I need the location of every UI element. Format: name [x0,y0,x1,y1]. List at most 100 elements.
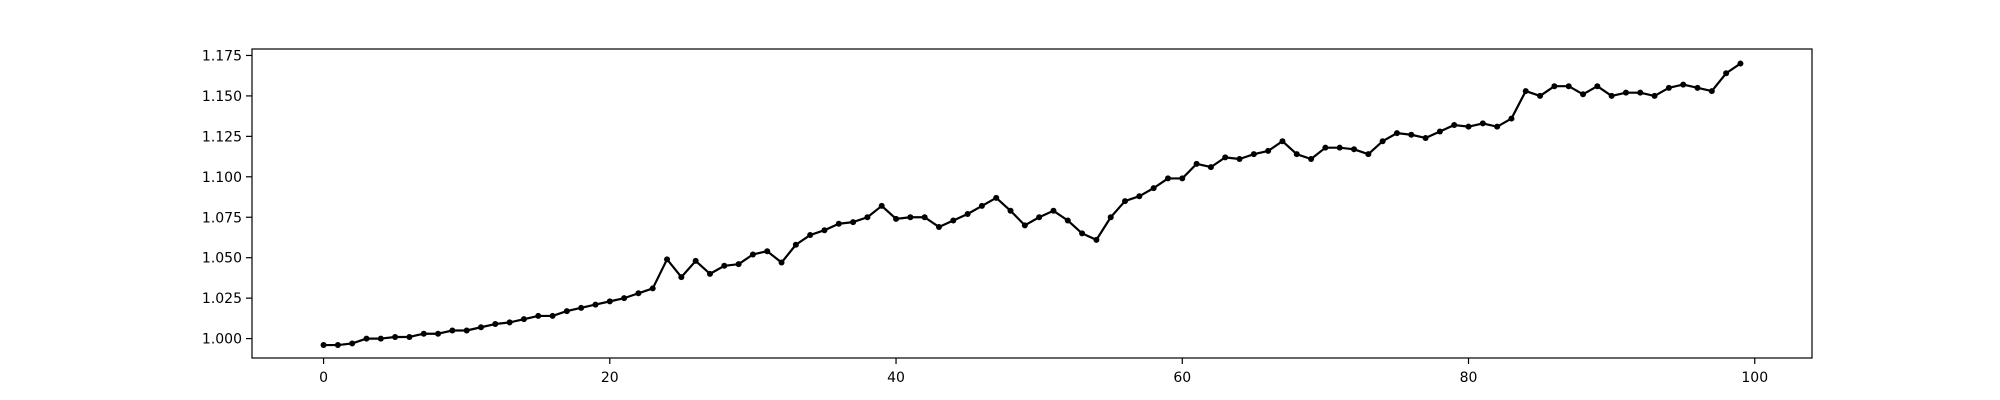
data-point [1250,151,1257,158]
data-point [1150,185,1157,192]
data-point [1436,128,1443,135]
data-point [1322,144,1329,151]
data-point [935,223,942,230]
data-point [778,259,785,266]
data-point [1107,214,1114,221]
data-point [1021,222,1028,229]
plot-frame [251,48,1813,359]
data-point [492,321,499,328]
y-tick-label: 1.125 [202,129,242,145]
tick-labels: 0 20 40 60 80 100 1.000 1.025 1.050 1.075 1.100 1.1… [202,48,1768,386]
data-points [320,60,1744,349]
x-tick-label: 60 [1173,370,1191,386]
data-point [563,308,570,315]
data-point [1451,122,1458,129]
data-point [735,261,742,268]
data-point [506,319,513,326]
data-point [520,316,527,323]
data-point [435,330,442,337]
x-tick-label: 40 [887,370,905,386]
data-point [477,324,484,331]
x-tick-label: 20 [601,370,619,386]
data-point [792,241,799,248]
data-point [893,215,900,222]
data-point [635,290,642,297]
data-point [392,333,399,340]
data-point [1479,120,1486,127]
data-point [1708,88,1715,95]
y-tick-label: 1.025 [202,291,242,307]
data-point [1351,146,1358,153]
data-point [1694,84,1701,91]
data-point [1136,193,1143,200]
data-point [377,335,384,342]
data-point [649,285,656,292]
data-point [1365,151,1372,158]
data-point [535,312,542,319]
data-point [1637,89,1644,96]
data-point [1537,92,1544,99]
data-point [320,342,327,349]
data-point [1494,123,1501,130]
data-point [721,262,728,269]
data-point [878,202,885,209]
data-point [1522,88,1529,95]
y-tick-label: 1.100 [202,170,242,186]
data-point [850,219,857,226]
data-point [993,194,1000,201]
data-point [592,301,599,308]
data-point [1665,84,1672,91]
data-point [821,227,828,234]
data-point [1079,230,1086,237]
data-point [692,257,699,264]
y-tick-label: 1.075 [202,210,242,226]
data-point [1379,138,1386,145]
data-point [1308,156,1315,163]
data-point [950,217,957,224]
x-tick-label: 80 [1460,370,1478,386]
data-point [349,340,356,347]
data-point [1050,207,1057,214]
data-point [1293,151,1300,158]
data-point [678,274,685,281]
data-point [334,342,341,349]
data-point [463,327,470,334]
data-point [1207,164,1214,171]
data-point [1608,92,1615,99]
data-point [1551,83,1558,90]
series-line [323,62,1742,347]
data-point [420,330,427,337]
data-point [1737,60,1744,67]
data-point [1222,154,1229,161]
y-tick-label: 1.000 [202,332,242,348]
data-point [1007,207,1014,214]
data-point [1508,115,1515,122]
data-point [1265,147,1272,154]
y-tick-label: 1.175 [202,48,242,64]
data-point [1580,91,1587,98]
data-point [406,333,413,340]
data-point [1036,214,1043,221]
data-point [1164,175,1171,182]
data-point [921,214,928,221]
data-point [1122,198,1129,205]
x-tick-label: 0 [319,370,328,386]
data-point [1565,83,1572,90]
data-point [1193,160,1200,167]
data-point [1236,156,1243,163]
y-tick-label: 1.150 [202,89,242,105]
axis-ticks [246,54,1756,364]
data-point [1064,217,1071,224]
data-point [964,211,971,218]
data-point [449,327,456,334]
data-point [807,232,814,239]
data-point [1093,236,1100,243]
data-point [363,335,370,342]
data-point [1465,123,1472,130]
data-point [1723,70,1730,77]
data-point [1594,83,1601,90]
data-point [1393,130,1400,137]
data-point [664,256,671,263]
data-point [606,298,613,305]
